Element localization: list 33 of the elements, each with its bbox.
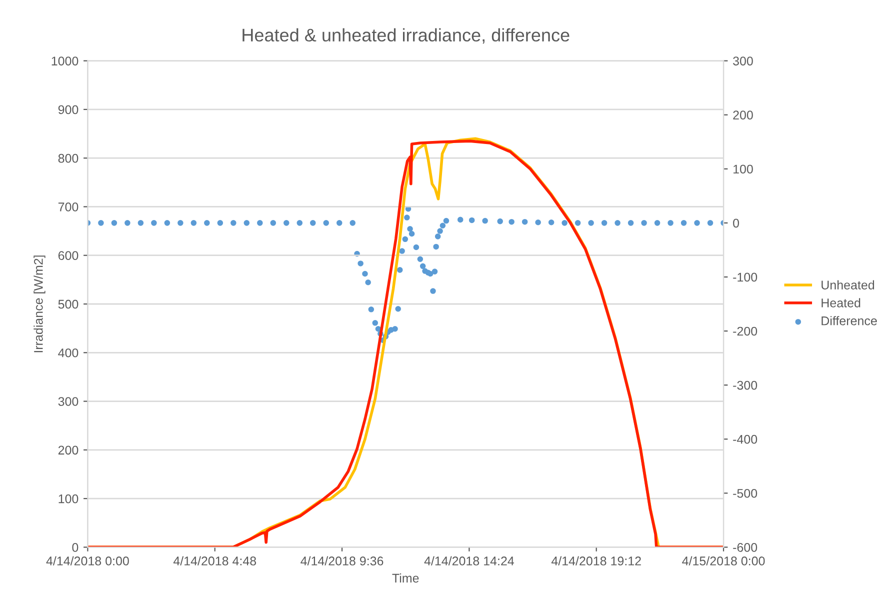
y-tick-label: 200 — [58, 446, 78, 455]
y-tick-label: 800 — [58, 154, 78, 163]
chart-title: Heated & unheated irradiance, difference — [242, 28, 570, 44]
y-tick-label: 300 — [58, 397, 78, 406]
y2-tick-label: -300 — [733, 380, 758, 390]
y-axis-title: Irradiance [W/m2] — [34, 256, 46, 352]
x-tick-label: 4/14/2018 0:00 — [46, 556, 129, 566]
legend-label: Unheated — [822, 280, 874, 290]
x-tick-label: 4/14/2018 14:24 — [424, 556, 514, 566]
y2-tick-label: -500 — [733, 488, 758, 498]
y-tick-label: 500 — [58, 300, 78, 309]
y2-tick-label: 100 — [734, 164, 753, 174]
legend-label: Difference — [822, 316, 877, 326]
y-tick-label: 400 — [58, 348, 78, 358]
y2-tick-label: 0 — [733, 218, 740, 228]
y-tick-label: 700 — [58, 202, 78, 212]
legend-label: Heated — [822, 298, 860, 308]
y-tick-label: 100 — [58, 494, 78, 504]
y2-tick-label: 300 — [733, 56, 753, 66]
x-tick-label: 4/14/2018 9:36 — [300, 556, 384, 566]
y-tick-label: 900 — [58, 105, 78, 114]
y-tick-label: 0 — [72, 543, 78, 552]
y2-tick-label: 200 — [733, 110, 753, 120]
y2-tick-label: -100 — [733, 272, 758, 282]
x-axis-title: Time — [392, 573, 419, 583]
x-tick-label: 4/14/2018 4:48 — [173, 556, 256, 566]
y-tick-label: 1000 — [52, 56, 78, 66]
y2-tick-label: -400 — [733, 434, 758, 444]
y2-tick-label: -200 — [733, 326, 758, 336]
y2-tick-label: -600 — [733, 543, 758, 552]
x-tick-label: 4/15/2018 0:00 — [682, 556, 765, 566]
x-tick-label: 4/14/2018 19:12 — [551, 556, 641, 566]
y-tick-label: 600 — [58, 251, 78, 260]
